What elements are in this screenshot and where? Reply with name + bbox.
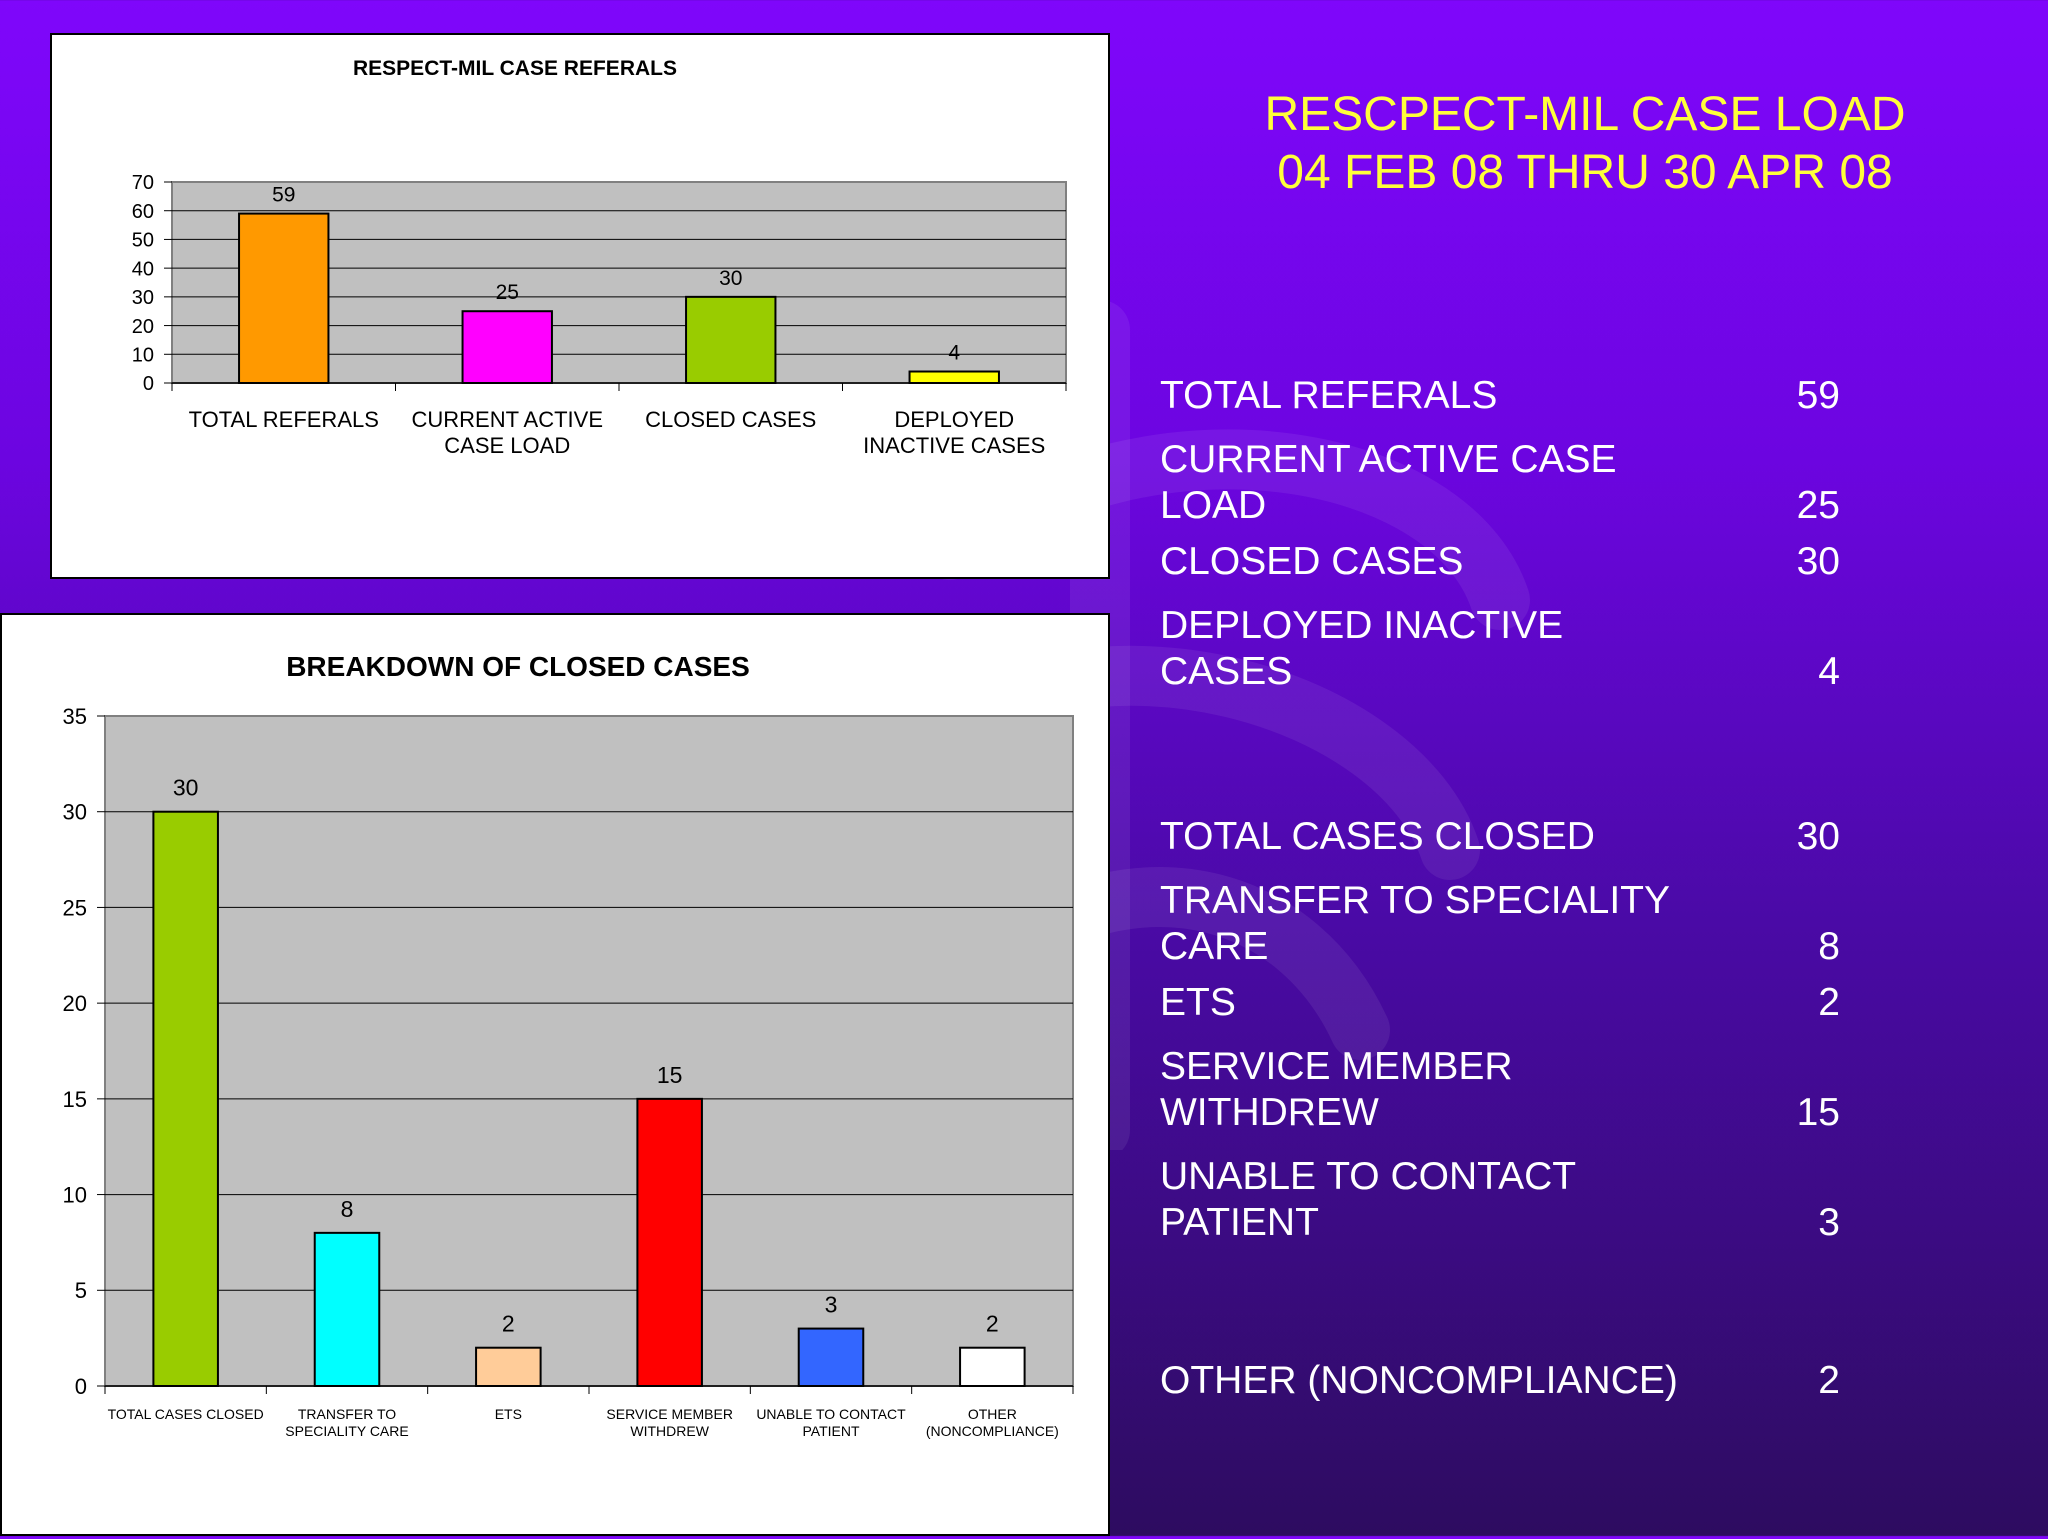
bar [908, 370, 1000, 384]
stat-value: 8 [1818, 925, 1840, 968]
bar [152, 810, 219, 1387]
referrals-chart-panel: RESPECT-MIL CASE REFERALS 0 10 20 30 40 50 60 70… [50, 33, 1110, 579]
x-category-label: DEPLOYED [894, 407, 1014, 432]
stat-value: 3 [1818, 1201, 1840, 1244]
stat-row-ets: ETS 2 [1160, 980, 1840, 1026]
chart-title: RESPECT-MIL CASE REFERALS [353, 57, 677, 80]
bar [461, 310, 553, 385]
x-category-label: (NONCOMPLIANCE) [926, 1423, 1059, 1439]
y-tick-label: 15 [63, 1087, 87, 1112]
y-tick-label: 5 [75, 1278, 87, 1303]
x-category-label: TOTAL CASES CLOSED [108, 1406, 264, 1422]
stat-row-total-referals: TOTAL REFERALS 59 [1160, 373, 1840, 419]
stat-label: SERVICE MEMBER WITHDREW [1160, 1045, 1513, 1134]
y-tick-label: 0 [75, 1374, 87, 1399]
x-category-label: ETS [495, 1406, 522, 1422]
y-tick-label: 30 [63, 800, 87, 825]
bar-value-label: 30 [173, 775, 199, 801]
y-tick-label: 60 [132, 201, 154, 223]
stat-label: CLOSED CASES [1160, 540, 1464, 583]
referrals-chart: RESPECT-MIL CASE REFERALS 0 10 20 30 40 50 60 70… [132, 57, 1067, 458]
bar [636, 1097, 703, 1387]
stat-row-current-active-case-load: CURRENT ACTIVE CASE LOAD 25 [1160, 437, 1840, 529]
bar-value-label: 59 [272, 184, 295, 207]
y-tick-label: 20 [63, 991, 87, 1016]
bar-value-label: 3 [825, 1292, 838, 1318]
bar [238, 212, 330, 384]
stat-row-deployed-inactive-cases: DEPLOYED INACTIVE CASES 4 [1160, 603, 1840, 695]
chart-title: BREAKDOWN OF CLOSED CASES [286, 651, 750, 682]
plot-area [104, 715, 1074, 1387]
stat-value: 2 [1818, 981, 1840, 1024]
stat-label: ETS [1160, 981, 1236, 1024]
y-tick-label: 70 [132, 172, 154, 194]
y-tick-label: 0 [143, 373, 154, 395]
x-category-label: CASE LOAD [444, 433, 570, 458]
bar-value-label: 4 [948, 342, 960, 365]
bar [959, 1346, 1026, 1388]
stat-value: 15 [1796, 1091, 1840, 1134]
bar [797, 1327, 865, 1387]
closed-cases-chart-panel: BREAKDOWN OF CLOSED CASES 0 5 10 15 20 25 30 35 3… [0, 613, 1110, 1536]
x-category-label: TRANSFER TO [298, 1406, 396, 1422]
stat-row-other-noncompliance: OTHER (NONCOMPLIANCE) 2 [1160, 1358, 1840, 1404]
stat-row-transfer-to-speciality-care: TRANSFER TO SPECIALITY CARE 8 [1160, 878, 1840, 970]
bar-value-label: 2 [986, 1311, 999, 1337]
stat-value: 30 [1796, 540, 1840, 583]
stat-label: UNABLE TO CONTACT PATIENT [1160, 1155, 1577, 1244]
y-tick-label: 40 [132, 258, 154, 280]
x-category-label: UNABLE TO CONTACT [756, 1406, 906, 1422]
stat-value: 2 [1818, 1359, 1840, 1402]
y-tick-label: 10 [63, 1182, 87, 1207]
stat-label: TRANSFER TO SPECIALITY CARE [1160, 879, 1671, 968]
x-category-label: PATIENT [802, 1423, 859, 1439]
y-tick-label: 50 [132, 230, 154, 252]
stat-row-total-cases-closed: TOTAL CASES CLOSED 30 [1160, 814, 1840, 860]
stat-value: 59 [1796, 374, 1840, 417]
y-tick-label: 20 [132, 316, 154, 338]
bar-value-label: 25 [496, 281, 519, 304]
stat-value: 30 [1796, 815, 1840, 858]
bar [685, 295, 777, 385]
bar-value-label: 8 [341, 1196, 354, 1222]
stat-row-service-member-withdrew: SERVICE MEMBER WITHDREW 15 [1160, 1044, 1840, 1136]
stat-value: 4 [1818, 650, 1840, 693]
bar-value-label: 30 [719, 267, 742, 290]
slide-title-line2: 04 FEB 08 THRU 30 APR 08 [1277, 146, 1893, 199]
x-category-label: WITHDREW [630, 1423, 709, 1439]
closed-cases-chart: BREAKDOWN OF CLOSED CASES 0 5 10 15 20 25 30 35 3… [63, 651, 1074, 1439]
stat-row-unable-to-contact-patient: UNABLE TO CONTACT PATIENT 3 [1160, 1154, 1840, 1246]
stat-label: DEPLOYED INACTIVE CASES [1160, 604, 1564, 693]
y-tick-label: 10 [132, 344, 154, 366]
x-category-label: OTHER [968, 1406, 1017, 1422]
x-category-label: TOTAL REFERALS [189, 407, 379, 432]
stat-label: CURRENT ACTIVE CASE LOAD [1160, 438, 1617, 527]
x-category-label: CLOSED CASES [645, 407, 816, 432]
x-category-label: INACTIVE CASES [863, 433, 1045, 458]
y-tick-label: 30 [132, 287, 154, 309]
stat-label: OTHER (NONCOMPLIANCE) [1160, 1359, 1678, 1402]
stat-value: 25 [1796, 484, 1840, 527]
stat-label: TOTAL REFERALS [1160, 374, 1498, 417]
slide-title: RESCPECT-MIL CASE LOAD 04 FEB 08 THRU 30… [1160, 86, 2010, 202]
stat-row-closed-cases: CLOSED CASES 30 [1160, 539, 1840, 585]
bar [475, 1346, 542, 1388]
y-tick-label: 25 [63, 895, 87, 920]
stat-label: TOTAL CASES CLOSED [1160, 815, 1595, 858]
bar [313, 1231, 381, 1387]
x-category-label: SERVICE MEMBER [606, 1406, 733, 1422]
x-category-label: SPECIALITY CARE [285, 1423, 408, 1439]
x-category-label: CURRENT ACTIVE [411, 407, 603, 432]
slide-title-line1: RESCPECT-MIL CASE LOAD [1264, 88, 1906, 141]
bar-value-label: 15 [657, 1062, 683, 1088]
bar-value-label: 2 [502, 1311, 515, 1337]
y-tick-label: 35 [63, 704, 87, 729]
